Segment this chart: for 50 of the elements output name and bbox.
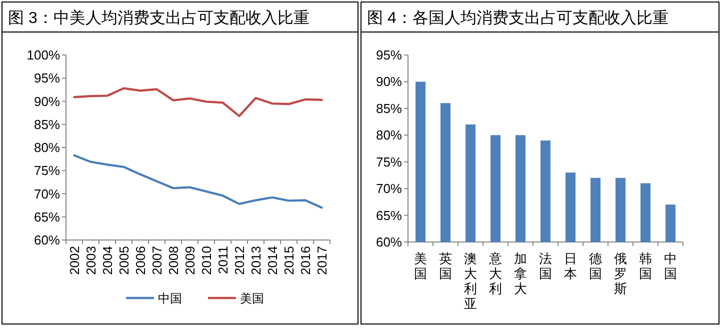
x-tick-label: 英国 <box>439 251 452 281</box>
x-tick-label: 2004 <box>100 246 115 275</box>
y-tick-label: 70% <box>376 181 402 196</box>
x-tick-label: 2014 <box>264 246 280 275</box>
line-series <box>73 154 323 209</box>
x-tick-label: 2007 <box>149 246 164 275</box>
legend-label: 美国 <box>240 292 264 306</box>
x-tick-label: 2012 <box>232 246 247 275</box>
y-tick-label: 90% <box>34 94 60 109</box>
y-tick-label: 85% <box>34 116 60 132</box>
y-tick-label: 95% <box>34 70 60 86</box>
x-tick-label: 日本 <box>564 251 577 281</box>
x-tick-label: 2013 <box>248 246 264 275</box>
x-tick-label: 2009 <box>182 246 198 275</box>
y-tick-label: 60% <box>376 234 402 250</box>
x-tick-label: 2015 <box>281 246 296 275</box>
x-tick-label: 2006 <box>132 246 148 275</box>
y-tick-label: 65% <box>376 208 402 223</box>
x-tick-label: 德国 <box>589 251 602 281</box>
x-tick-label: 2010 <box>198 246 214 275</box>
y-tick-label: 70% <box>34 186 60 202</box>
y-tick-label: 95% <box>376 48 402 62</box>
x-tick-label: 法国 <box>539 251 552 281</box>
x-tick-label: 意大利 <box>488 251 502 296</box>
y-tick-label: 80% <box>34 140 60 155</box>
chart-title: 图 4：各国人均消费支出占可支配收入比重 <box>367 9 668 27</box>
x-tick-label: 2017 <box>314 246 330 275</box>
x-tick-label: 2008 <box>166 246 181 275</box>
x-tick-label: 韩国 <box>639 251 652 281</box>
x-tick-label: 2011 <box>215 246 230 274</box>
chart-title: 图 3：中美人均消费支出占可支配收入比重 <box>8 9 310 27</box>
x-tick-label: 2016 <box>298 246 313 275</box>
x-tick-label: 俄罗斯 <box>614 251 627 296</box>
x-tick-label: 澳大利亚 <box>464 251 477 311</box>
x-tick-label: 美国 <box>414 251 427 281</box>
y-tick-label: 90% <box>376 74 402 90</box>
y-tick-label: 75% <box>376 154 402 170</box>
y-tick-label: 80% <box>376 128 402 143</box>
y-tick-label: 100% <box>26 48 60 62</box>
y-tick-label: 75% <box>34 163 60 178</box>
y-tick-label: 60% <box>34 232 60 248</box>
x-tick-label: 加拿大 <box>514 251 527 296</box>
line-series <box>73 87 323 118</box>
x-tick-label: 2002 <box>66 246 82 275</box>
legend-label: 中国 <box>158 292 182 306</box>
y-tick-label: 65% <box>34 209 60 224</box>
x-tick-label: 2005 <box>116 246 132 275</box>
y-tick-label: 85% <box>376 100 402 116</box>
x-tick-label: 2003 <box>83 246 98 275</box>
x-tick-label: 中国 <box>664 251 677 281</box>
